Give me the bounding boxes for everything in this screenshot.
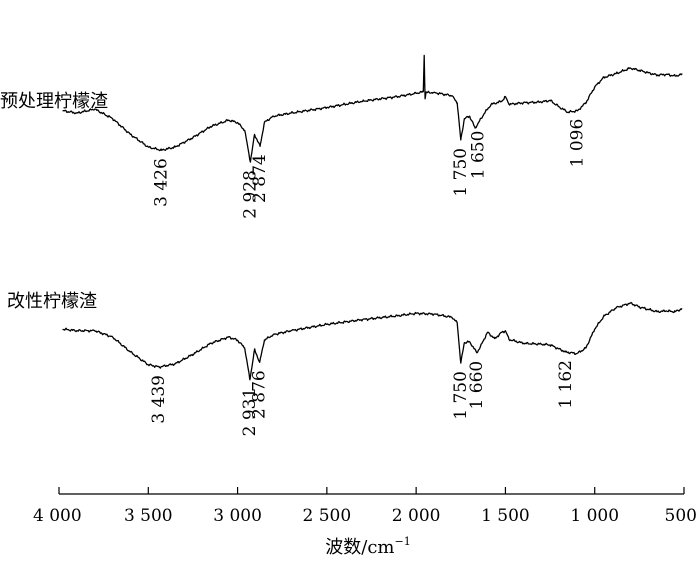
series-line-1 <box>62 54 683 163</box>
peak-label: 2 876 <box>250 370 270 419</box>
peak-label: 3 439 <box>149 375 169 424</box>
x-axis-label-superscript: −1 <box>395 535 411 548</box>
x-axis-label-text: 波数/cm <box>325 537 394 558</box>
x-tick-label: 2 000 <box>392 506 441 526</box>
x-tick-label: 500 <box>665 506 697 526</box>
peak-label: 1 750 <box>451 148 471 197</box>
x-tick-label: 2 500 <box>303 506 352 526</box>
peak-label: 1 660 <box>467 361 487 410</box>
peak-label: 1 096 <box>568 119 588 168</box>
peak-label: 2 928 <box>240 170 260 219</box>
x-tick-label: 4 000 <box>33 506 82 526</box>
x-tick-label: 3 500 <box>124 506 173 526</box>
x-tick-label: 1 500 <box>481 506 530 526</box>
x-axis-label: 波数/cm−1 <box>325 535 410 558</box>
peak-label: 2 931 <box>240 388 260 437</box>
peak-label: 1 650 <box>469 131 489 180</box>
series-layer <box>62 54 683 381</box>
x-axis-ticks: 4 000 3 500 3 000 2 500 2 000 1 500 1 000 500 <box>33 487 697 526</box>
x-tick-label: 3 000 <box>213 506 262 526</box>
series-label-1: 预处理柠檬渣 <box>0 91 108 112</box>
x-axis: 4 000 3 500 3 000 2 500 2 000 1 500 1 000 500 <box>33 487 697 526</box>
peak-label: 2 874 <box>250 154 270 203</box>
series-label-2: 改性柠檬渣 <box>7 291 97 312</box>
peak-label: 3 426 <box>152 158 172 207</box>
peak-label: 1 162 <box>556 360 576 409</box>
x-tick-label: 1 000 <box>570 506 619 526</box>
series-line-2 <box>62 301 683 381</box>
peak-label: 1 750 <box>451 371 471 420</box>
